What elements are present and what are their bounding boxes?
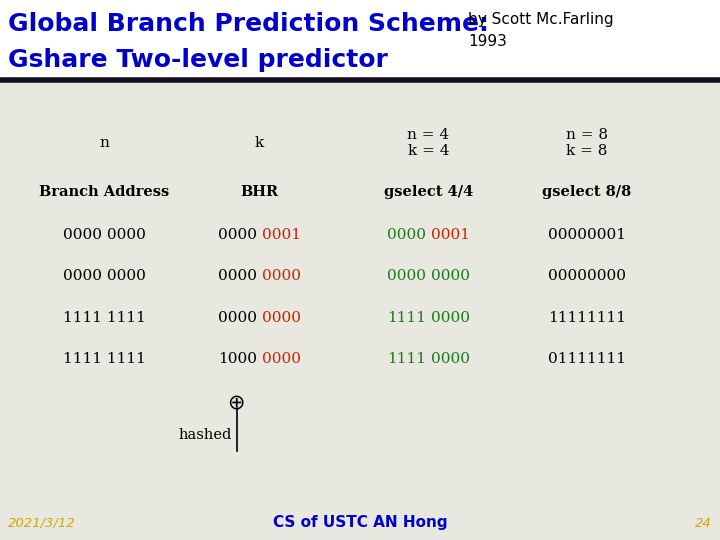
- Text: CS of USTC AN Hong: CS of USTC AN Hong: [273, 515, 447, 530]
- Text: ⊕: ⊕: [227, 392, 244, 413]
- Text: Global Branch Prediction Scheme:: Global Branch Prediction Scheme:: [8, 12, 489, 36]
- Text: gselect 8/8: gselect 8/8: [542, 185, 631, 199]
- Text: 1111 1111: 1111 1111: [63, 310, 146, 325]
- Text: 0000: 0000: [431, 269, 470, 284]
- Text: 11111111: 11111111: [548, 310, 626, 325]
- Text: gselect 4/4: gselect 4/4: [384, 185, 473, 199]
- Text: 0000: 0000: [217, 269, 257, 284]
- Bar: [0, 80, 720, 540]
- Text: BHR: BHR: [240, 185, 278, 199]
- Bar: [0, 0, 720, 80]
- Text: 1111: 1111: [387, 310, 426, 325]
- Text: n = 4
k = 4: n = 4 k = 4: [408, 128, 449, 158]
- Text: hashed: hashed: [178, 428, 231, 442]
- Text: 0000: 0000: [431, 352, 470, 366]
- Text: Gshare Two-level predictor: Gshare Two-level predictor: [8, 48, 388, 72]
- Text: Branch Address: Branch Address: [40, 185, 169, 199]
- Text: 0000: 0000: [387, 269, 426, 284]
- Text: 0000 0000: 0000 0000: [63, 269, 146, 284]
- Text: by Scott Mc.Farling: by Scott Mc.Farling: [468, 12, 613, 27]
- Text: 0000: 0000: [387, 228, 426, 242]
- Text: 0000 0000: 0000 0000: [63, 228, 146, 242]
- Text: 1993: 1993: [468, 34, 507, 49]
- Text: 0000: 0000: [217, 228, 257, 242]
- Text: n: n: [99, 136, 109, 150]
- Text: 01111111: 01111111: [548, 352, 626, 366]
- Text: 0000: 0000: [261, 269, 301, 284]
- Text: 1111: 1111: [387, 352, 426, 366]
- Text: 1111 1111: 1111 1111: [63, 352, 146, 366]
- Text: 0000: 0000: [217, 310, 257, 325]
- Text: 24: 24: [696, 517, 712, 530]
- Text: 1000: 1000: [217, 352, 257, 366]
- Text: 0000: 0000: [431, 310, 470, 325]
- Text: 0000: 0000: [261, 310, 301, 325]
- Text: 00000001: 00000001: [548, 228, 626, 242]
- Text: k: k: [255, 136, 264, 150]
- Text: 0000: 0000: [261, 352, 301, 366]
- Text: 00000000: 00000000: [548, 269, 626, 284]
- Text: n = 8
k = 8: n = 8 k = 8: [566, 128, 608, 158]
- Text: 0001: 0001: [261, 228, 301, 242]
- Text: 2021/3/12: 2021/3/12: [8, 517, 76, 530]
- Text: 0001: 0001: [431, 228, 470, 242]
